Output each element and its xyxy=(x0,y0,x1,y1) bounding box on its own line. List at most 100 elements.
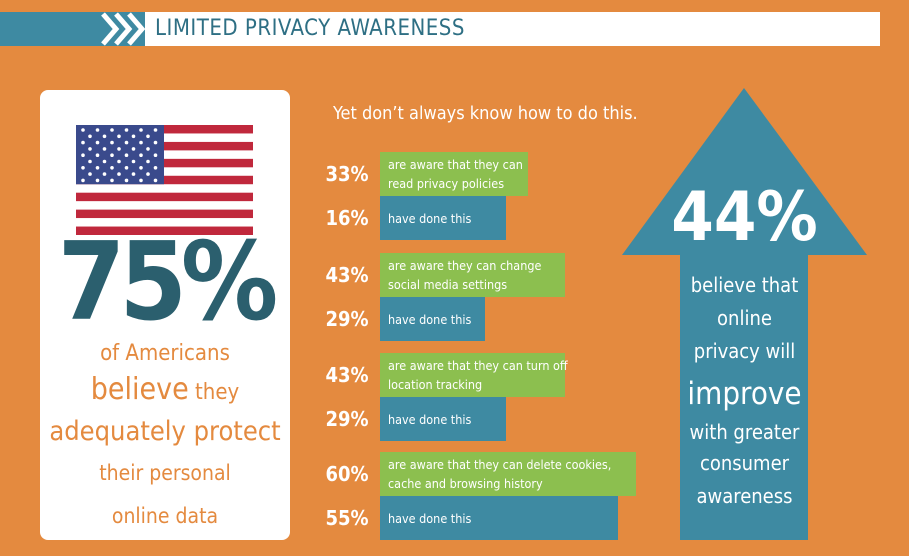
flag-part xyxy=(117,159,121,164)
header-title: LIMITED PRIVACY AWARENESS xyxy=(155,16,465,41)
flag-part xyxy=(139,128,143,132)
flag-part xyxy=(124,178,129,183)
arrow-text: consumer xyxy=(699,451,790,475)
bar-label: have done this xyxy=(388,311,472,327)
flag-part xyxy=(76,175,253,185)
flag-part xyxy=(81,166,85,170)
arrow-text: with greater xyxy=(689,420,800,444)
flag-part xyxy=(110,140,114,145)
bar: have done this xyxy=(380,297,485,341)
flag-part xyxy=(139,153,143,157)
flag-part xyxy=(88,159,92,164)
bar: have done this xyxy=(380,196,506,240)
flag-part xyxy=(117,172,121,176)
bar: are aware they can change social media se… xyxy=(380,253,565,297)
flag-part xyxy=(76,184,253,193)
flag-part xyxy=(76,192,253,202)
flag-part xyxy=(153,178,158,183)
percent: 16% xyxy=(325,206,369,230)
flag-part xyxy=(76,158,253,168)
flag-part xyxy=(131,172,136,176)
bar-label: location tracking xyxy=(388,377,483,392)
flag-part xyxy=(88,147,92,151)
bar-label: social media settings xyxy=(388,277,508,292)
flag-part xyxy=(95,128,100,132)
arrow-text: privacy will xyxy=(693,339,796,363)
stat: 75% xyxy=(57,220,279,345)
flag-part xyxy=(124,140,129,145)
flag-part xyxy=(153,153,158,157)
flag-part xyxy=(76,226,253,235)
flag-part xyxy=(95,166,100,170)
flag-part xyxy=(153,128,158,132)
flag-part xyxy=(88,172,92,176)
emphasis: believe xyxy=(90,372,189,407)
text-line: online data xyxy=(111,504,219,528)
text-line: believe they xyxy=(40,372,290,407)
flag-part xyxy=(110,166,114,170)
bar: are aware that they can delete cookies, c… xyxy=(380,452,636,496)
flag-part xyxy=(102,134,107,139)
bar-label: read privacy policies xyxy=(388,176,505,191)
flag-part xyxy=(146,147,150,151)
flag-part xyxy=(139,140,143,145)
flag-part xyxy=(124,166,129,170)
bar-label: are aware that they can xyxy=(388,157,523,172)
bar: are aware that they can read privacy poli… xyxy=(380,152,528,196)
flag-part xyxy=(146,134,150,139)
subtitle: Yet don’t always know how to do this. xyxy=(333,103,638,124)
bar-label: cache and browsing history xyxy=(388,476,543,491)
flag-part xyxy=(139,166,143,170)
bar: have done this xyxy=(380,496,618,540)
flag-part xyxy=(81,178,85,183)
flag-part xyxy=(131,147,136,151)
text-line: their personal xyxy=(99,461,231,485)
flag-part xyxy=(76,209,253,219)
flag-part xyxy=(81,153,85,157)
flag-part xyxy=(110,178,114,183)
bar-label: have done this xyxy=(388,510,472,526)
flag-part xyxy=(81,128,85,132)
text-line: of Americans xyxy=(100,341,230,366)
arrow-text: believe that xyxy=(690,273,799,297)
flag-part xyxy=(139,178,143,183)
flag-part xyxy=(95,153,100,157)
flag-part xyxy=(153,140,158,145)
flag-part xyxy=(95,178,100,183)
flag-part xyxy=(131,159,136,164)
text-line: adequately protect xyxy=(49,416,281,447)
flag-part xyxy=(95,140,100,145)
flag-part xyxy=(110,153,114,157)
flag-part xyxy=(81,140,85,145)
arrow-text: online xyxy=(717,306,772,330)
flag-part xyxy=(124,128,129,132)
bar: are aware that they can turn off location… xyxy=(380,353,568,397)
flag-part xyxy=(76,125,253,134)
percent: 33% xyxy=(325,162,369,186)
bar-label: have done this xyxy=(388,210,472,226)
flag-part xyxy=(102,172,107,176)
percent: 29% xyxy=(325,307,369,331)
bar-label: are aware that they can turn off xyxy=(388,358,568,373)
bar-label: are aware that they can delete cookies, xyxy=(388,457,612,472)
us-flag xyxy=(76,125,253,235)
text: they xyxy=(195,380,240,405)
percent: 29% xyxy=(325,407,369,431)
flag-part xyxy=(117,134,121,139)
flag-part xyxy=(76,141,253,151)
flag-part xyxy=(153,166,158,170)
percent: 55% xyxy=(325,506,369,530)
arrow-text: awareness xyxy=(696,484,793,508)
percent: 43% xyxy=(325,363,369,387)
percent: 60% xyxy=(325,462,369,486)
flag-part xyxy=(131,134,136,139)
percent: 43% xyxy=(325,263,369,287)
flag-part xyxy=(76,167,253,177)
flag-part xyxy=(76,150,253,160)
flag-part xyxy=(124,153,129,157)
flag-part xyxy=(146,172,150,176)
flag-part xyxy=(88,134,92,139)
flag-part xyxy=(76,201,253,210)
